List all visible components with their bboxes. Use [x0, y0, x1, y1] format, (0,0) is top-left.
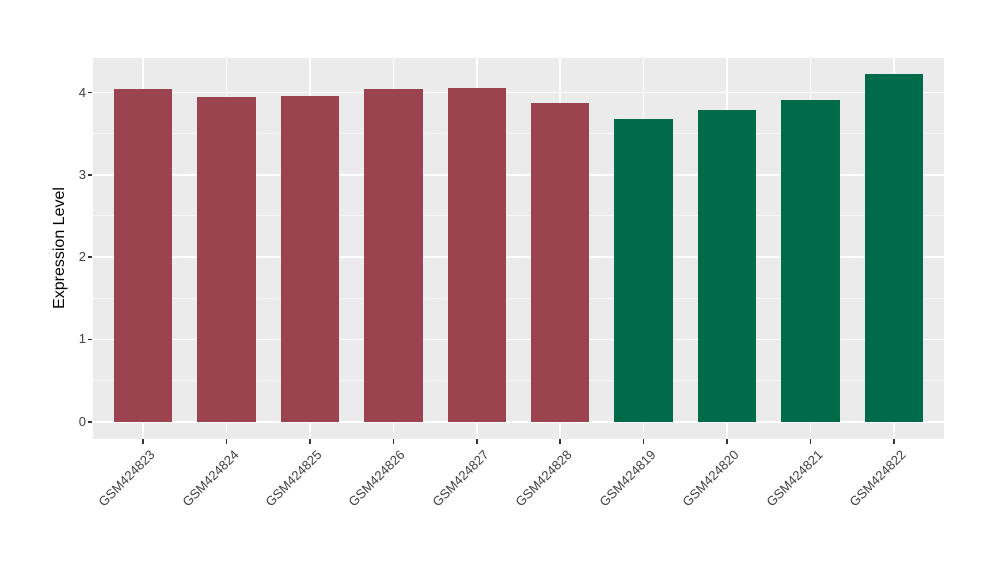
- gridline-major: [93, 174, 944, 176]
- x-tick-mark: [809, 439, 812, 444]
- bar-GSM424822: [864, 74, 924, 422]
- x-tick-label-GSM424821: GSM424821: [762, 447, 826, 510]
- gridline-major: [93, 91, 944, 94]
- bar-GSM424821: [781, 99, 840, 422]
- x-tick-label-GSM424825: GSM424825: [262, 447, 325, 510]
- x-tick-label-GSM424822: GSM424822: [846, 447, 909, 510]
- gridline-minor: [93, 297, 944, 299]
- bar-GSM424828: [531, 103, 590, 422]
- bar-GSM424823: [113, 89, 173, 422]
- y-tick-label-3: 3: [78, 166, 86, 182]
- y-tick-label-0: 0: [78, 413, 86, 429]
- x-tick-mark: [475, 439, 478, 444]
- y-tick-label-2: 2: [78, 249, 86, 265]
- x-tick-mark: [392, 439, 395, 444]
- x-tick-mark: [142, 439, 144, 444]
- x-tick-label-GSM424826: GSM424826: [345, 447, 408, 510]
- y-tick-mark: [88, 338, 92, 341]
- x-tick-label-GSM424819: GSM424819: [596, 447, 659, 510]
- x-tick-mark: [225, 439, 228, 444]
- bar-GSM424820: [697, 109, 757, 422]
- bar-GSM424827: [447, 88, 506, 422]
- x-tick-label-GSM424827: GSM424827: [429, 447, 492, 510]
- bar-GSM424825: [280, 95, 340, 422]
- x-tick-mark: [309, 439, 311, 444]
- gridline-major: [93, 338, 944, 341]
- x-tick-mark: [642, 439, 645, 444]
- y-tick-mark: [88, 420, 92, 423]
- x-tick-label-GSM424820: GSM424820: [679, 447, 742, 510]
- y-tick-label-4: 4: [78, 84, 86, 100]
- x-tick-mark: [559, 439, 561, 444]
- plot-panel: [93, 58, 944, 439]
- x-tick-label-GSM424824: GSM424824: [178, 447, 242, 510]
- gridline-minor: [93, 133, 944, 135]
- x-tick-mark: [893, 439, 895, 444]
- y-tick-mark: [88, 256, 92, 258]
- gridline-minor: [93, 380, 944, 382]
- x-tick-label-GSM424828: GSM424828: [512, 447, 575, 510]
- y-axis-title: Expression Level: [51, 187, 68, 309]
- x-tick-label-GSM424823: GSM424823: [95, 447, 158, 510]
- bar-GSM424826: [364, 89, 423, 422]
- y-tick-label-1: 1: [78, 331, 86, 347]
- bar-GSM424824: [197, 97, 256, 422]
- bar-GSM424819: [614, 118, 673, 422]
- x-tick-mark: [726, 439, 728, 444]
- gridline-major: [93, 420, 944, 423]
- y-tick-mark: [88, 91, 92, 94]
- y-tick-mark: [88, 174, 92, 176]
- gridline-major: [93, 256, 944, 258]
- gridline-minor: [93, 215, 944, 217]
